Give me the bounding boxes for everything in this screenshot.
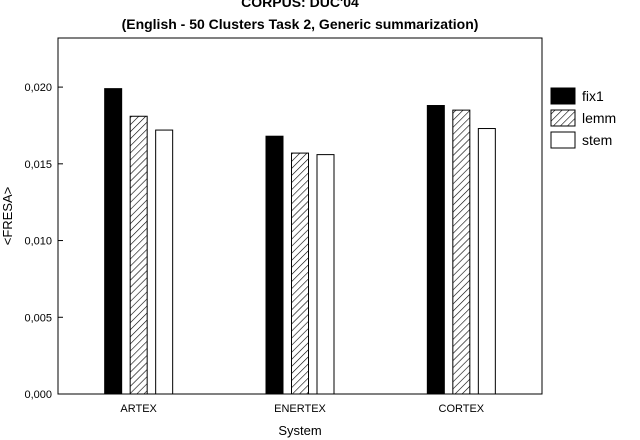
bar [155,129,174,395]
y-tick-label: 0,010 [24,236,52,248]
legend-label: fix1 [582,88,604,104]
x-tick-label: CORTEX [439,403,485,415]
bar [316,154,335,395]
bar [477,128,496,395]
x-tick-label: ENERTEX [274,403,326,415]
y-axis-label: <FRESA> [0,187,15,246]
bar [104,88,123,395]
bar [265,135,284,395]
bar [291,152,309,395]
legend-label: stem [582,132,612,148]
y-tick-label: 0,015 [24,159,52,171]
chart-subtitle: (English - 50 Clusters Task 2, Generic s… [122,16,479,32]
legend-swatch [550,87,576,105]
x-tick-label: ARTEX [120,403,157,415]
legend-swatch [550,131,576,149]
bar [129,115,148,395]
chart-title: CORPUS: DUC'04 [241,0,359,10]
y-tick-label: 0,005 [24,312,52,324]
legend-swatch [550,109,576,127]
bar [452,109,471,395]
x-axis-label: System [278,423,321,438]
y-tick-label: 0,020 [24,82,52,94]
bar [426,105,445,395]
legend-label: lemm [582,110,616,126]
y-tick-label: 0,000 [24,389,52,401]
